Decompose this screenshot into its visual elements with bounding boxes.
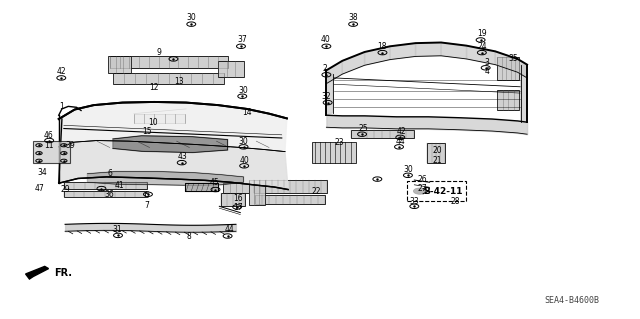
Text: 30: 30 xyxy=(239,86,248,95)
Bar xyxy=(218,62,244,77)
Polygon shape xyxy=(326,70,333,115)
Text: 6: 6 xyxy=(108,169,112,178)
Polygon shape xyxy=(59,102,287,152)
Polygon shape xyxy=(518,59,527,78)
Text: 39: 39 xyxy=(65,141,75,150)
Polygon shape xyxy=(88,172,244,185)
Text: 43: 43 xyxy=(178,152,188,161)
Polygon shape xyxy=(365,46,390,65)
Text: 33: 33 xyxy=(410,197,419,206)
Text: 37: 37 xyxy=(237,35,247,44)
Text: 42: 42 xyxy=(397,127,406,136)
Text: 24: 24 xyxy=(477,42,486,51)
Bar xyxy=(497,57,520,80)
Bar xyxy=(109,56,228,68)
Circle shape xyxy=(413,188,426,194)
Text: 25: 25 xyxy=(358,124,368,133)
Text: 45: 45 xyxy=(209,178,219,187)
Bar xyxy=(351,130,414,138)
Text: 1: 1 xyxy=(59,102,63,111)
Text: 40: 40 xyxy=(320,35,330,44)
Text: 36: 36 xyxy=(105,190,115,199)
Polygon shape xyxy=(415,42,441,56)
Text: FR.: FR. xyxy=(54,268,72,278)
Text: 19: 19 xyxy=(477,29,486,38)
Text: 22: 22 xyxy=(312,187,321,196)
Polygon shape xyxy=(113,136,228,152)
Text: 17: 17 xyxy=(234,203,243,212)
Text: 9: 9 xyxy=(157,48,162,57)
Text: 44: 44 xyxy=(396,137,405,146)
Bar xyxy=(113,73,225,84)
Text: 46: 46 xyxy=(44,131,53,140)
Text: 14: 14 xyxy=(242,108,252,117)
Polygon shape xyxy=(185,183,218,191)
Text: 32: 32 xyxy=(321,93,331,101)
Bar xyxy=(134,114,185,123)
Text: 21: 21 xyxy=(433,156,442,165)
Polygon shape xyxy=(467,46,495,65)
Bar xyxy=(64,182,147,189)
Text: 5: 5 xyxy=(144,191,149,200)
Text: SEA4-B4600B: SEA4-B4600B xyxy=(544,296,599,305)
Polygon shape xyxy=(26,266,49,279)
Text: 20: 20 xyxy=(433,146,442,155)
Text: 23: 23 xyxy=(334,137,344,147)
Bar xyxy=(64,191,145,197)
Polygon shape xyxy=(342,52,365,74)
Text: 2: 2 xyxy=(323,64,328,73)
Text: 8: 8 xyxy=(187,232,192,241)
Text: 38: 38 xyxy=(348,13,358,22)
Text: 26: 26 xyxy=(417,174,427,184)
Text: 31: 31 xyxy=(113,225,122,234)
Text: 3: 3 xyxy=(484,58,490,67)
Text: 29: 29 xyxy=(60,185,70,194)
Bar xyxy=(427,143,445,163)
Text: 30: 30 xyxy=(186,13,196,22)
Text: 30: 30 xyxy=(239,137,248,146)
Text: 7: 7 xyxy=(144,201,149,210)
Text: 27: 27 xyxy=(417,184,427,193)
Text: 10: 10 xyxy=(148,118,158,127)
Polygon shape xyxy=(59,141,288,189)
Bar xyxy=(223,182,248,193)
Text: 47: 47 xyxy=(35,184,45,193)
Text: 30: 30 xyxy=(403,165,413,174)
Text: 4: 4 xyxy=(484,67,490,76)
Polygon shape xyxy=(326,61,342,84)
Text: 28: 28 xyxy=(451,197,460,206)
Polygon shape xyxy=(495,51,518,72)
Text: 11: 11 xyxy=(44,141,53,150)
Polygon shape xyxy=(390,43,415,60)
Bar xyxy=(253,180,327,193)
Text: 15: 15 xyxy=(142,127,152,136)
Text: 18: 18 xyxy=(378,42,387,51)
Bar xyxy=(221,193,246,206)
Polygon shape xyxy=(521,65,527,122)
Bar xyxy=(248,180,264,205)
Text: 12: 12 xyxy=(150,83,159,92)
Text: 34: 34 xyxy=(37,168,47,177)
Text: 35: 35 xyxy=(509,55,518,63)
Text: 44: 44 xyxy=(225,225,234,234)
Text: 13: 13 xyxy=(173,77,183,85)
Bar xyxy=(108,56,131,73)
Bar xyxy=(312,142,356,163)
Text: 40: 40 xyxy=(240,156,250,165)
Polygon shape xyxy=(441,42,467,59)
Bar xyxy=(33,141,70,163)
Bar xyxy=(497,90,520,109)
Text: 41: 41 xyxy=(115,181,124,190)
Bar xyxy=(255,195,325,204)
Text: B-42-11: B-42-11 xyxy=(423,187,463,196)
Text: 16: 16 xyxy=(234,194,243,203)
Text: 42: 42 xyxy=(56,67,66,76)
